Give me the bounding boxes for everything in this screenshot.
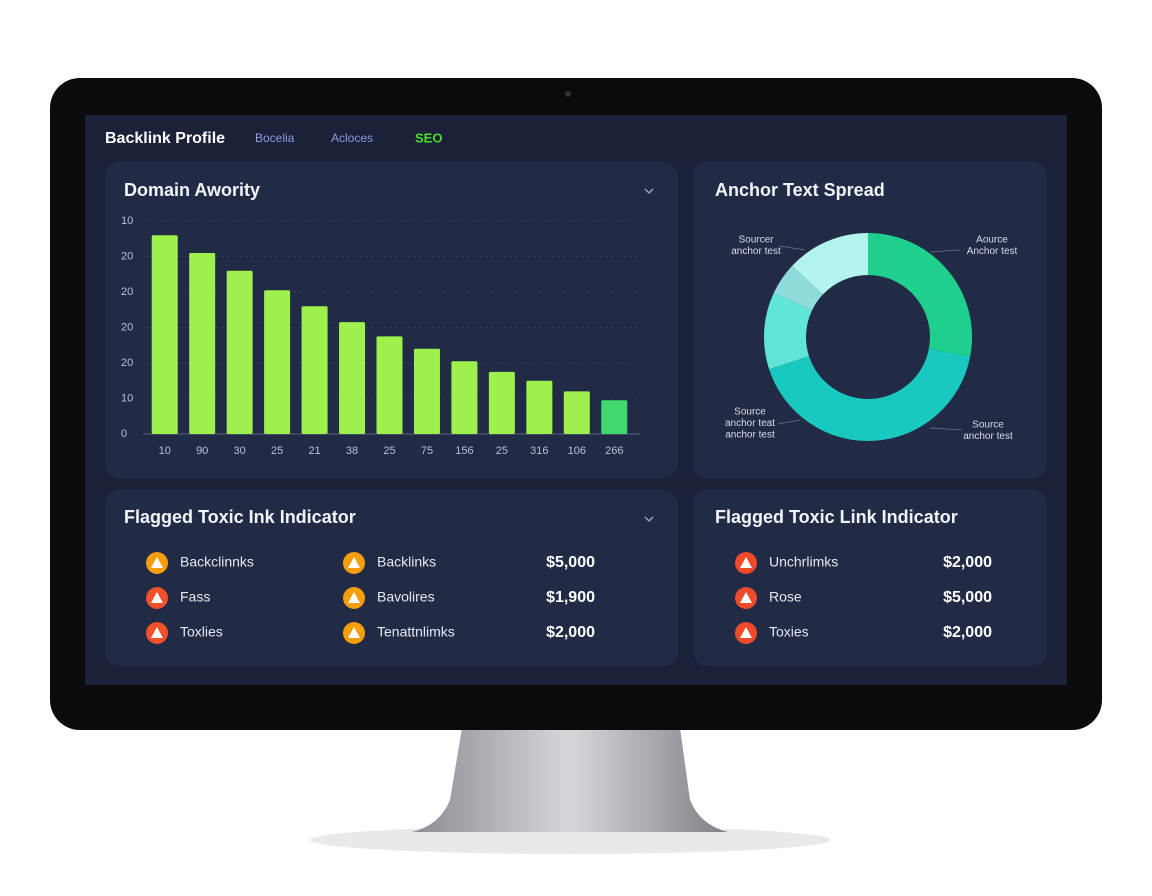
chevron[interactable]: [644, 188, 654, 195]
bar: [488, 371, 515, 434]
donut-segment: [792, 233, 868, 295]
x-tick-label: 10: [159, 445, 171, 457]
panel: [693, 162, 1047, 478]
bar: [413, 348, 440, 434]
x-tick-label: 266: [605, 445, 623, 457]
x-tick-label: 106: [568, 445, 586, 457]
annotation: anchor test: [725, 430, 775, 441]
row-label: Unchrlimks: [769, 554, 838, 570]
leader-line: [929, 249, 961, 253]
y-tick-label: 0: [121, 428, 127, 440]
x-tick-label: 25: [383, 445, 395, 457]
warning-glyph: [348, 557, 360, 568]
x-tick-label: 75: [421, 445, 433, 457]
nav-item[interactable]: Acloces: [331, 131, 373, 145]
donut-segment: [773, 265, 823, 311]
x-tick-label: 156: [455, 445, 473, 457]
row-amount: $1,900: [546, 589, 595, 606]
row-label: Backclinnks: [180, 554, 254, 570]
x-tick-label: 316: [530, 445, 548, 457]
row-amount: $2,000: [943, 554, 992, 571]
x-tick-label: 38: [346, 445, 358, 457]
warning-glyph: [348, 627, 360, 638]
warning-glyph: [740, 627, 752, 638]
x-tick-label: 90: [196, 445, 208, 457]
chevron[interactable]: [644, 516, 654, 523]
panel-title: Flagged Toxic Ink Indicator: [124, 507, 356, 527]
donut-segment: [769, 348, 971, 441]
camera: [565, 91, 571, 97]
bar: [301, 306, 328, 434]
y-tick-label: 10: [121, 215, 133, 227]
bar: [264, 290, 291, 434]
y-tick-label: 20: [121, 250, 133, 262]
warning-glyph: [740, 592, 752, 603]
x-tick-label: 30: [234, 445, 246, 457]
donut-segment: [868, 233, 972, 357]
y-tick-label: 20: [121, 321, 133, 333]
panel: [693, 490, 1047, 666]
bar: [601, 400, 628, 434]
x-tick-label: 21: [308, 445, 320, 457]
row-amount: $5,000: [546, 554, 595, 571]
y-tick-label: 10: [121, 392, 133, 404]
row-amount: $2,000: [546, 624, 595, 641]
bar: [226, 270, 253, 434]
app-title: Backlink Profile: [105, 130, 225, 147]
nav-item[interactable]: Bocelia: [255, 131, 295, 145]
panel-title: Flagged Toxic Link Indicator: [715, 507, 958, 527]
row-amount: $5,000: [943, 589, 992, 606]
x-tick-label: 25: [271, 445, 283, 457]
warning-glyph: [348, 592, 360, 603]
bar: [376, 336, 403, 434]
leader-line: [777, 419, 801, 425]
annotation: Source: [972, 420, 1004, 431]
leader-line: [779, 245, 806, 251]
bar: [526, 380, 553, 434]
bar: [563, 391, 590, 434]
row-label: Fass: [180, 589, 210, 605]
monitor-stand: [412, 728, 728, 832]
annotation: Sourcer: [738, 235, 774, 246]
leader-line: [929, 427, 963, 431]
row-label: Backlinks: [377, 554, 436, 570]
row-label: Toxies: [769, 624, 809, 640]
shadow: [310, 826, 830, 854]
annotation: Anchor test: [967, 246, 1018, 257]
row-label: Tenattnlimks: [377, 624, 455, 640]
row-amount: $2,000: [943, 624, 992, 641]
annotation: anchor test: [731, 246, 781, 257]
panel: [105, 490, 678, 666]
bar: [151, 235, 178, 434]
y-tick-label: 20: [121, 286, 133, 298]
x-tick-label: 25: [496, 445, 508, 457]
row-label: Toxlies: [180, 624, 223, 640]
panel-title: Domain Awority: [124, 180, 260, 200]
nav-item[interactable]: SEO: [415, 130, 442, 145]
donut-segment: [764, 292, 812, 370]
annotation: Source: [734, 407, 766, 418]
bar: [339, 322, 366, 434]
y-tick-label: 20: [121, 357, 133, 369]
warning-glyph: [151, 592, 163, 603]
panel-title: Anchor Text Spread: [715, 180, 885, 200]
row-label: Bavolires: [377, 589, 435, 605]
warning-glyph: [740, 557, 752, 568]
bar: [189, 252, 216, 434]
annotation: anchor test: [963, 431, 1013, 442]
warning-glyph: [151, 627, 163, 638]
row-label: Rose: [769, 589, 802, 605]
warning-glyph: [151, 557, 163, 568]
annotation: Aource: [976, 235, 1008, 246]
bar: [451, 361, 478, 434]
annotation: anchor teat: [725, 418, 775, 429]
